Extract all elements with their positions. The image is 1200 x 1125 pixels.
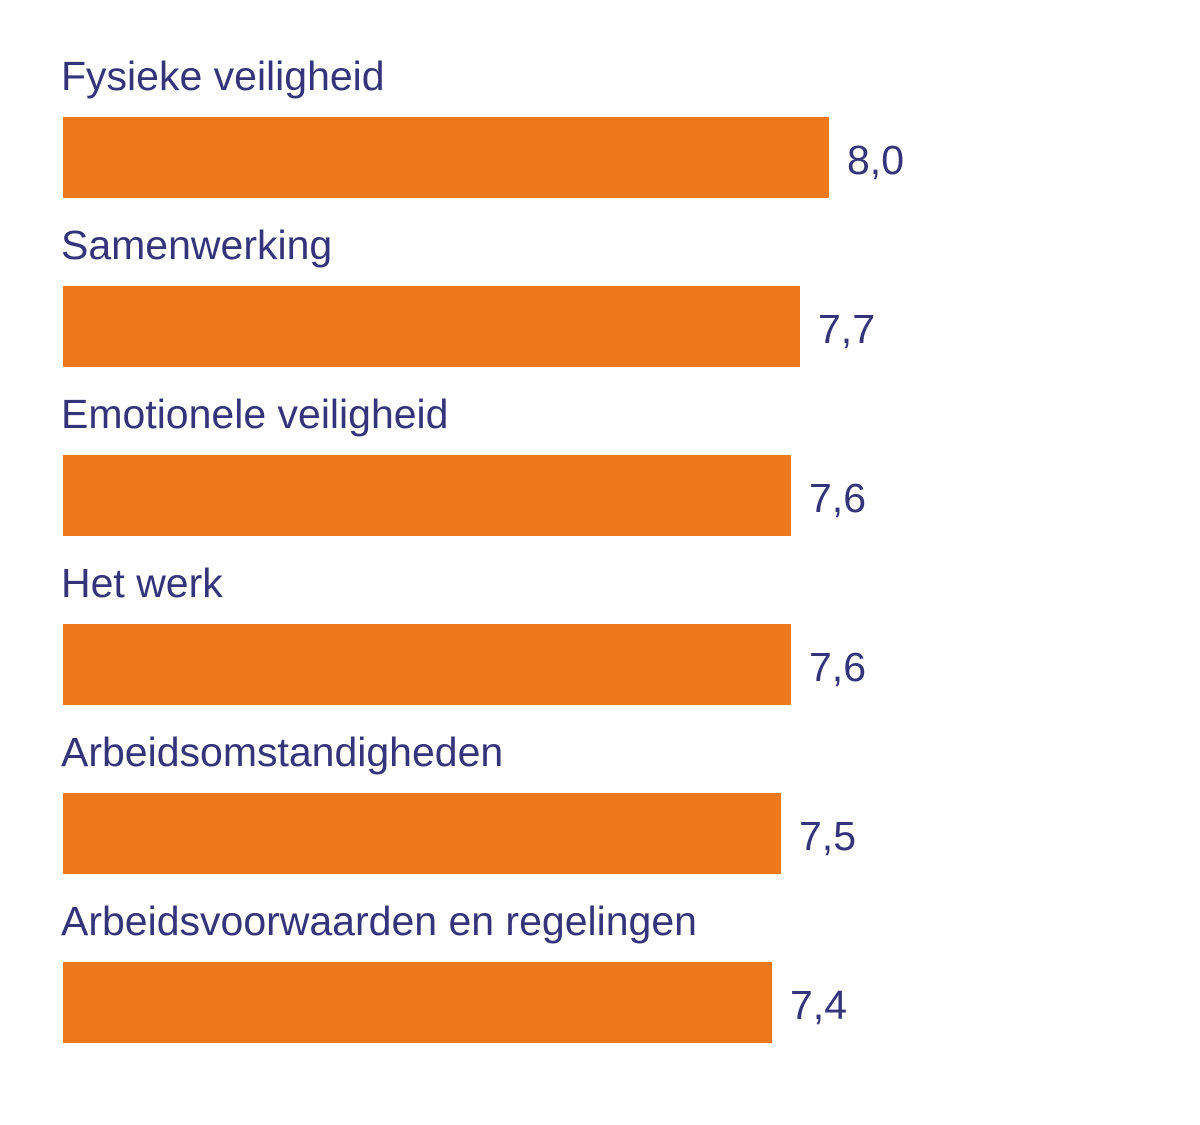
value-label: 7,6 [809, 644, 866, 690]
category-label: Samenwerking [61, 222, 333, 268]
bar [63, 286, 800, 367]
category-label: Arbeidsomstandigheden [61, 729, 504, 775]
value-label: 7,6 [809, 475, 866, 521]
bar [63, 117, 829, 198]
value-label: 7,7 [818, 306, 875, 352]
value-label: 7,5 [799, 813, 856, 859]
bar [63, 793, 781, 874]
bar [63, 962, 772, 1043]
category-label: Arbeidsvoorwaarden en regelingen [61, 898, 697, 944]
value-label: 8,0 [847, 137, 904, 183]
bar [63, 624, 791, 705]
category-label: Het werk [61, 560, 223, 606]
value-label: 7,4 [790, 982, 847, 1028]
bar [63, 455, 791, 536]
category-label: Fysieke veiligheid [61, 53, 385, 99]
category-label: Emotionele veiligheid [61, 391, 449, 437]
